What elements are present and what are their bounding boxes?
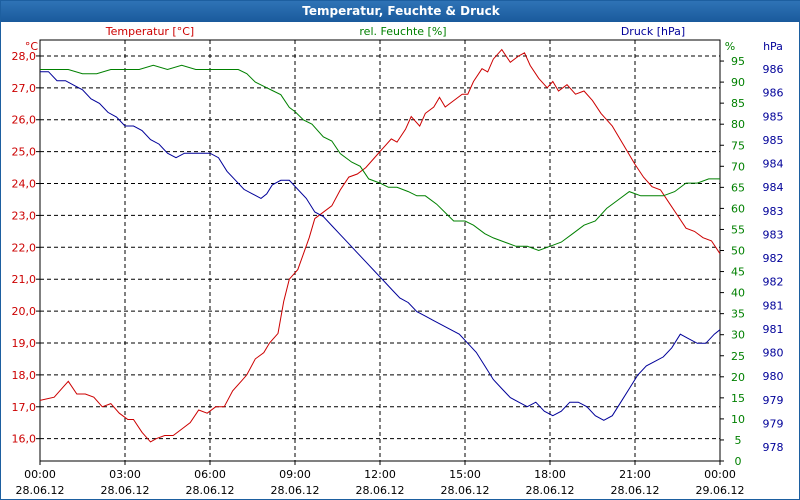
humidity-unit: % [725, 40, 735, 53]
axes-group: 00:00 28.06.12 03:00 28.06.12 06:00 28.06.12 0… [12, 25, 784, 497]
humidity-tick-label: 20 [731, 371, 745, 384]
humidity-tick-label: 85 [731, 97, 745, 110]
legend-temperature: Temperatur [°C] [105, 25, 194, 38]
x-tick-time: 12:00 [364, 468, 396, 481]
temp-tick-label: 20,0 [12, 305, 37, 318]
humidity-tick-label: 5 [735, 434, 742, 447]
pressure-line [40, 71, 721, 421]
temp-tick-label: 18,0 [12, 369, 37, 382]
pressure-tick-label: 983 [763, 228, 784, 241]
humidity-tick-label: 25 [731, 350, 745, 363]
temp-tick-label: 17,0 [12, 401, 37, 414]
temp-tick-label: 16,0 [12, 433, 37, 446]
temp-tick-label: 28,0 [12, 50, 37, 63]
humidity-tick-label: 40 [731, 287, 745, 300]
pressure-tick-label: 986 [763, 63, 784, 76]
x-tick-time: 03:00 [109, 468, 141, 481]
humidity-tick-label: 15 [731, 392, 745, 405]
pressure-tick-label: 979 [763, 394, 784, 407]
x-tick-date: 28.06.12 [16, 484, 65, 497]
x-tick-time: 06:00 [194, 468, 226, 481]
window-title: Temperatur, Feuchte & Druck [1, 1, 800, 22]
pressure-tick-label: 985 [763, 134, 784, 147]
humidity-tick-label: 75 [731, 139, 745, 152]
legend-humidity: rel. Feuchte [%] [359, 25, 446, 38]
humidity-tick-label: 65 [731, 181, 745, 194]
temp-tick-label: 23,0 [12, 209, 37, 222]
x-tick-time: 21:00 [619, 468, 651, 481]
x-tick-time: 00:00 [24, 468, 56, 481]
x-tick-date: 28.06.12 [611, 484, 660, 497]
humidity-tick-label: 60 [731, 202, 745, 215]
x-tick-date: 28.06.12 [356, 484, 405, 497]
temp-tick-label: 25,0 [12, 146, 37, 159]
x-tick-time: 15:00 [449, 468, 481, 481]
temp-tick-label: 27,0 [12, 82, 37, 95]
pressure-tick-label: 981 [763, 323, 784, 336]
series-group [39, 48, 721, 443]
humidity-tick-label: 80 [731, 118, 745, 131]
humidity-tick-label: 30 [731, 329, 745, 342]
pressure-tick-label: 982 [763, 276, 784, 289]
x-tick-date: 28.06.12 [441, 484, 490, 497]
pressure-tick-label: 986 [763, 87, 784, 100]
x-tick-time: 18:00 [534, 468, 566, 481]
humidity-tick-label: 50 [731, 245, 745, 258]
x-tick-date: 28.06.12 [526, 484, 575, 497]
legend-pressure: Druck [hPa] [621, 25, 685, 38]
grid [40, 40, 720, 461]
x-tick-date: 28.06.12 [101, 484, 150, 497]
pressure-tick-label: 979 [763, 417, 784, 430]
humidity-tick-label: 10 [731, 413, 745, 426]
temp-tick-label: 26,0 [12, 114, 37, 127]
temp-tick-label: 19,0 [12, 337, 37, 350]
pressure-tick-label: 980 [763, 347, 784, 360]
temp-tick-label: 22,0 [12, 241, 37, 254]
pressure-tick-label: 983 [763, 205, 784, 218]
pressure-tick-label: 984 [763, 158, 784, 171]
pressure-tick-label: 980 [763, 370, 784, 383]
pressure-tick-label: 978 [763, 441, 784, 454]
x-tick-date: 29.06.12 [696, 484, 745, 497]
humidity-tick-label: 0 [735, 455, 742, 468]
humidity-line [40, 64, 720, 252]
temp-tick-label: 21,0 [12, 273, 37, 286]
humidity-tick-label: 55 [731, 223, 745, 236]
humidity-tick-label: 90 [731, 76, 745, 89]
pressure-tick-label: 982 [763, 252, 784, 265]
pressure-tick-label: 984 [763, 181, 784, 194]
x-tick-date: 28.06.12 [271, 484, 320, 497]
x-tick-date: 28.06.12 [186, 484, 235, 497]
temperature-line [39, 48, 721, 443]
humidity-tick-label: 95 [731, 55, 745, 68]
x-tick-time: 09:00 [279, 468, 311, 481]
humidity-tick-label: 45 [731, 266, 745, 279]
temp-unit: °C [25, 40, 39, 53]
humidity-tick-label: 35 [731, 308, 745, 321]
pressure-tick-label: 981 [763, 299, 784, 312]
pressure-unit: hPa [763, 40, 783, 53]
pressure-tick-label: 985 [763, 110, 784, 123]
temp-tick-label: 24,0 [12, 178, 37, 191]
humidity-tick-label: 70 [731, 160, 745, 173]
x-tick-time: 00:00 [704, 468, 736, 481]
